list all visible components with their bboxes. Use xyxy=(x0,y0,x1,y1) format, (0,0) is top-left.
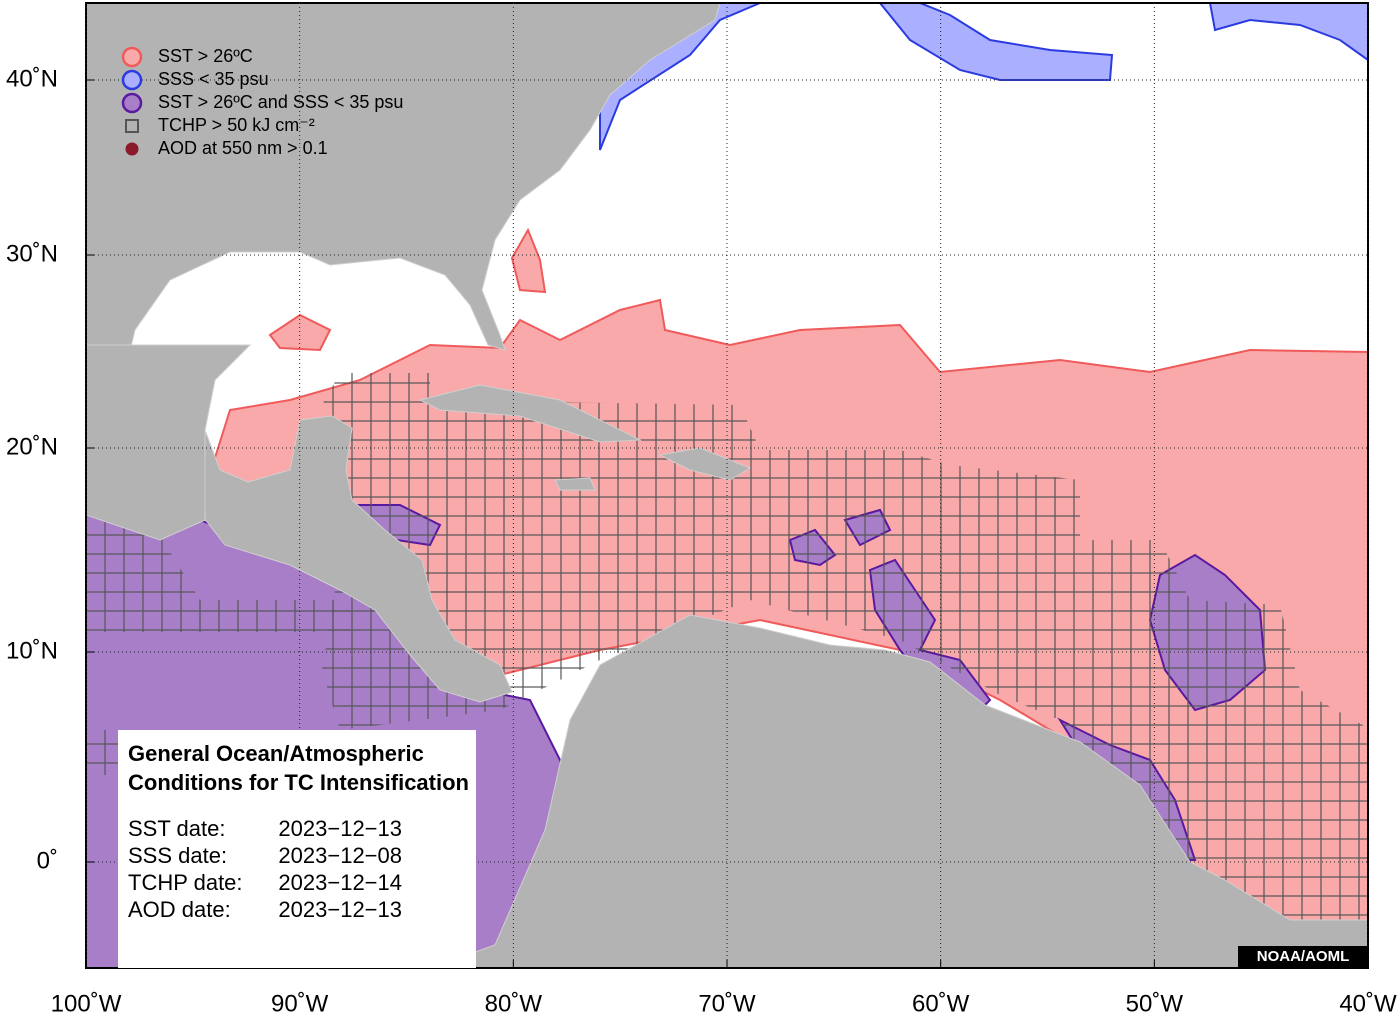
legend-label: AOD at 550 nm > 0.1 xyxy=(158,138,328,158)
y-tick-label: 40˚N xyxy=(6,65,58,92)
info-label: SSS date: xyxy=(128,843,227,868)
land xyxy=(429,614,1368,968)
tchp-area xyxy=(86,730,118,775)
x-tick-label: 70˚W xyxy=(698,990,756,1017)
y-tick-label: 10˚N xyxy=(6,637,58,664)
legend-label: SSS < 35 psu xyxy=(158,69,269,89)
legend: SST > 26ºC SSS < 35 psu SST > 26ºC and SSS… xyxy=(121,46,403,158)
x-tick-label: 90˚W xyxy=(271,990,329,1017)
x-tick-label: 50˚W xyxy=(1126,990,1184,1017)
legend-label: SST > 26ºC xyxy=(158,46,253,66)
info-title: Conditions for TC Intensification xyxy=(128,770,469,795)
y-tick-label: 30˚N xyxy=(6,240,58,267)
sst-area xyxy=(268,313,332,352)
info-label: SST date: xyxy=(128,816,225,841)
y-tick-label: 0˚ xyxy=(37,847,58,874)
info-label: TCHP date: xyxy=(128,870,243,895)
y-tick-label: 20˚N xyxy=(6,433,58,460)
tchp-area xyxy=(86,520,350,632)
legend-swatch xyxy=(121,46,143,68)
legend-swatch xyxy=(121,92,143,114)
land xyxy=(418,384,642,443)
legend-label: SST > 26ºC and SSS < 35 psu xyxy=(158,92,403,112)
info-box: General Ocean/Atmospheric Conditions for … xyxy=(118,730,476,968)
axes: 100˚W 90˚W 80˚W 70˚W 60˚W 50˚W 40˚W 0˚ 10˚N 20˚N 3… xyxy=(6,3,1397,1017)
legend-label: TCHP > 50 kJ cm⁻² xyxy=(158,115,315,135)
info-date: 2023−12−08 xyxy=(278,843,402,868)
legend-swatch xyxy=(121,69,143,91)
sss-area xyxy=(1208,3,1368,62)
sst-area xyxy=(510,227,547,294)
x-tick-label: 40˚W xyxy=(1339,990,1397,1017)
info-label: AOD date: xyxy=(128,897,231,922)
x-tick-label: 60˚W xyxy=(912,990,970,1017)
credit-bg xyxy=(1238,946,1368,968)
legend-swatch xyxy=(125,119,139,133)
legend-swatch xyxy=(125,142,139,156)
info-date: 2023−12−14 xyxy=(278,870,402,895)
sss-area xyxy=(599,3,1114,151)
x-tick-label: 100˚W xyxy=(51,990,122,1017)
land xyxy=(86,3,721,703)
land xyxy=(86,344,252,541)
land xyxy=(554,477,596,491)
info-date: 2023−12−13 xyxy=(278,897,402,922)
info-box-bg xyxy=(118,730,476,968)
x-tick-label: 80˚W xyxy=(485,990,543,1017)
credit: NOAA/AOML xyxy=(1257,948,1350,965)
info-date: 2023−12−13 xyxy=(278,816,402,841)
info-title: General Ocean/Atmospheric xyxy=(128,741,424,766)
